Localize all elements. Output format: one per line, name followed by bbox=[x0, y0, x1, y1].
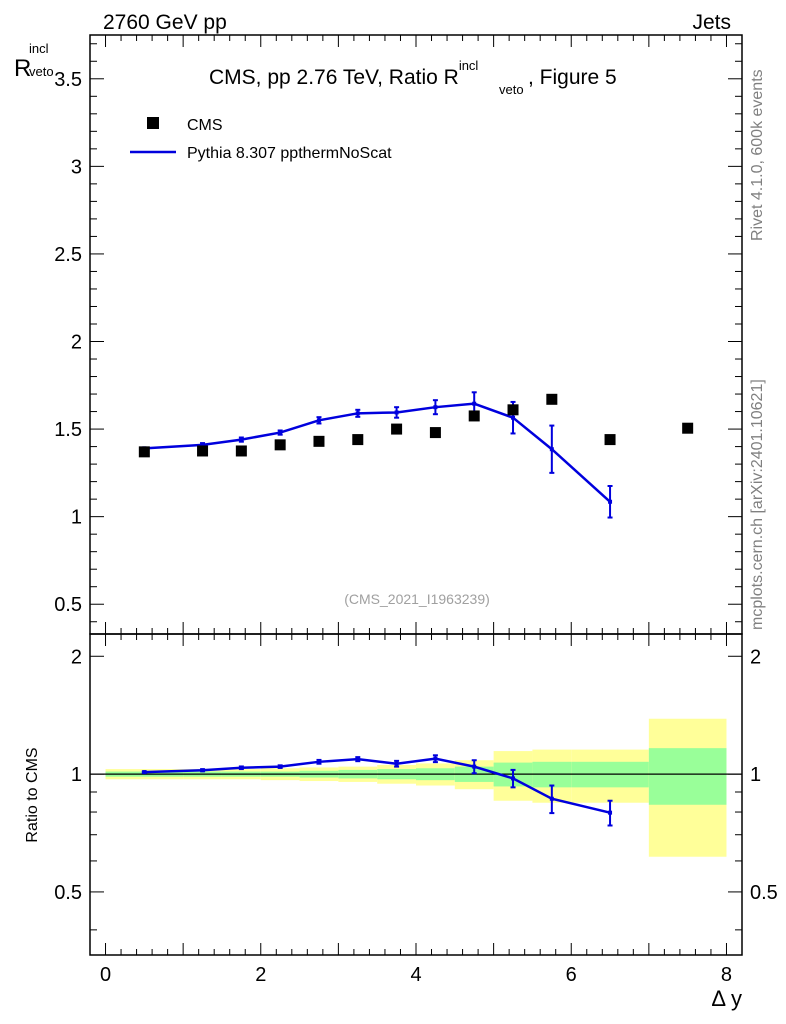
main-ylabel-sup: incl bbox=[29, 41, 49, 56]
mc-point bbox=[200, 768, 205, 773]
main-x-ticks bbox=[105, 35, 727, 634]
main-title-sup: incl bbox=[459, 58, 479, 73]
mc-point bbox=[355, 757, 360, 762]
y-tick-label: 1 bbox=[71, 764, 82, 786]
mc-line bbox=[144, 402, 611, 503]
mc-point bbox=[239, 765, 244, 770]
x-tick-label: 4 bbox=[410, 964, 421, 986]
mc-point bbox=[549, 447, 554, 452]
cms-data-point bbox=[546, 393, 558, 405]
x-tick-label: 0 bbox=[100, 964, 111, 986]
header-left-label: 2760 GeV pp bbox=[103, 11, 227, 34]
main-ylabel-sub: veto bbox=[29, 64, 54, 79]
mc-point bbox=[472, 401, 477, 406]
y-tick-label: 2.5 bbox=[54, 244, 82, 266]
cms-data-point bbox=[682, 422, 694, 434]
y-tick-label: 0.5 bbox=[54, 882, 82, 904]
main-title-sub: veto bbox=[499, 82, 524, 97]
main-y-ticks: 0.5 1 1.5 2 2.5 3 3.5 bbox=[54, 43, 742, 623]
cms-data-point bbox=[507, 404, 519, 416]
mc-point bbox=[394, 410, 399, 415]
y-tick-label: 1.5 bbox=[54, 419, 82, 441]
mc-point bbox=[433, 756, 438, 761]
cms-data-point bbox=[604, 434, 616, 446]
mc-point bbox=[316, 759, 321, 764]
inner-band bbox=[648, 748, 727, 805]
x-tick-label: 6 bbox=[566, 964, 577, 986]
y-tick-label-right: 1 bbox=[750, 764, 761, 786]
ratio-uncertainty-bands bbox=[105, 718, 727, 857]
mc-point bbox=[608, 499, 613, 504]
mc-point bbox=[549, 796, 554, 801]
y-tick-label-right: 0.5 bbox=[750, 882, 778, 904]
main-data-series bbox=[138, 393, 694, 458]
ratio-ylabel: Ratio to CMS bbox=[24, 747, 41, 842]
cms-data-point bbox=[274, 439, 286, 451]
cms-data-point bbox=[197, 445, 209, 457]
y-tick-label: 2 bbox=[71, 646, 82, 668]
cms-data-point bbox=[138, 446, 150, 458]
mc-point bbox=[511, 415, 516, 420]
mc-point bbox=[278, 764, 283, 769]
mc-point bbox=[433, 405, 438, 410]
mc-point bbox=[278, 430, 283, 435]
mc-point bbox=[511, 776, 516, 781]
main-title-post: , Figure 5 bbox=[528, 66, 617, 89]
mc-point bbox=[472, 764, 477, 769]
rivet-version-label: Rivet 4.1.0, 600k events bbox=[749, 69, 766, 241]
mc-point bbox=[239, 437, 244, 442]
y-tick-label: 0.5 bbox=[54, 594, 82, 616]
y-tick-label: 3 bbox=[71, 156, 82, 178]
mc-point bbox=[394, 761, 399, 766]
ratio-mc-series bbox=[141, 754, 613, 827]
y-tick-label-right: 2 bbox=[750, 646, 761, 668]
main-mc-series bbox=[141, 391, 613, 519]
analysis-watermark: (CMS_2021_I1963239) bbox=[344, 591, 490, 607]
legend-cms-label: CMS bbox=[187, 117, 223, 134]
x-axis-label: Δ y bbox=[711, 986, 742, 1011]
main-title: CMS, pp 2.76 TeV, Ratio Rincl veto , Figur… bbox=[209, 58, 617, 97]
ratio-x-ticks: 0 2 4 6 8 bbox=[100, 634, 732, 986]
mc-line bbox=[144, 757, 611, 814]
main-title-pre: CMS, pp 2.76 TeV, Ratio R bbox=[209, 66, 459, 89]
mc-point bbox=[608, 810, 613, 815]
cms-data-point bbox=[391, 423, 403, 435]
mcplots-label: mcplots.cern.ch [arXiv:2401.10621] bbox=[749, 379, 766, 630]
y-tick-label: 2 bbox=[71, 332, 82, 354]
y-tick-label: 3.5 bbox=[54, 69, 82, 91]
legend-cms-marker bbox=[147, 117, 159, 129]
cms-data-point bbox=[468, 410, 480, 422]
main-panel: 0.5 1 1.5 2 2.5 3 3.5 R incl veto CMS, pp 2.76… bbox=[14, 34, 743, 635]
mc-point bbox=[200, 442, 205, 447]
legend-mc-label: Pythia 8.307 ppthermNoScat bbox=[187, 145, 392, 162]
ratio-panel: 0 2 4 6 8 0.5 0.5 1 1 2 2 Ratio to CMS Δ y bbox=[24, 633, 778, 1011]
mc-point bbox=[316, 418, 321, 423]
cms-data-point bbox=[235, 445, 247, 457]
header-right-label: Jets bbox=[692, 11, 731, 34]
mc-point bbox=[142, 770, 147, 775]
main-ylabel-base: R bbox=[14, 55, 31, 82]
cms-data-point bbox=[429, 427, 441, 439]
ratio-y-ticks: 0.5 0.5 1 1 2 2 bbox=[54, 646, 778, 931]
cms-data-point bbox=[313, 435, 325, 447]
cms-data-point bbox=[352, 434, 364, 446]
y-tick-label: 1 bbox=[71, 507, 82, 529]
x-tick-label: 2 bbox=[255, 964, 266, 986]
x-tick-label: 8 bbox=[721, 964, 732, 986]
mc-point bbox=[355, 411, 360, 416]
